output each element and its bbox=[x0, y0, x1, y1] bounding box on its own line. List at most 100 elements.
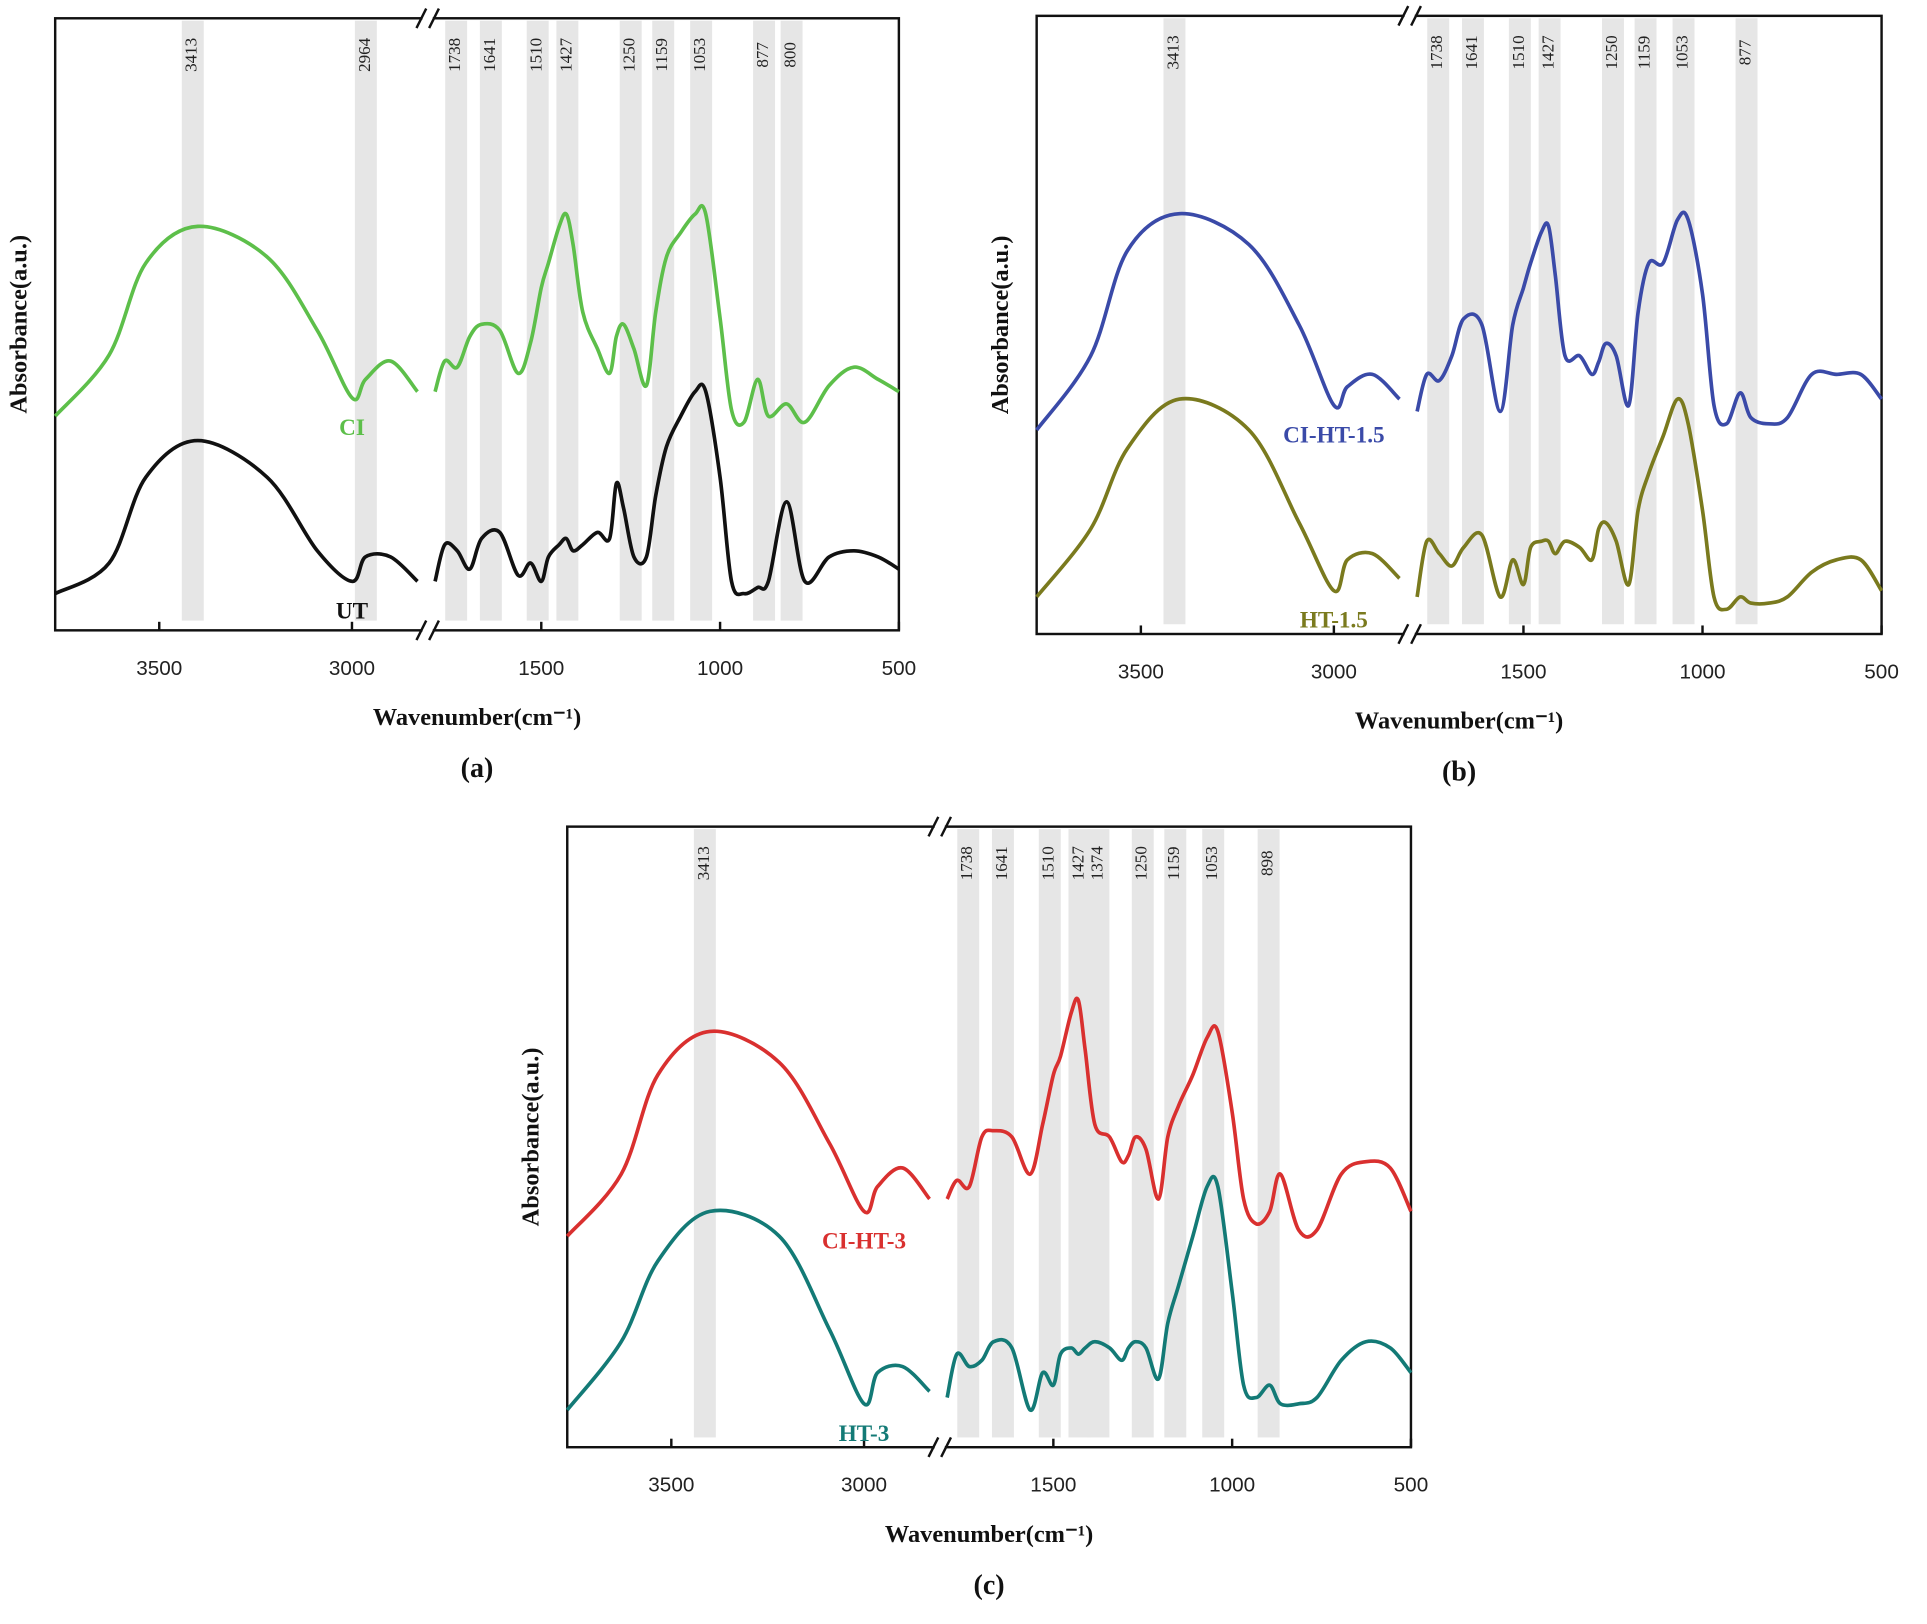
spectrum-line bbox=[54, 382, 900, 597]
spectrum-line bbox=[1035, 396, 1884, 612]
peak-band bbox=[1735, 18, 1758, 625]
axis-break-mark bbox=[927, 1436, 940, 1458]
peak-band bbox=[1131, 829, 1154, 1438]
peak-band bbox=[1164, 829, 1187, 1438]
axis-break-mark bbox=[927, 816, 940, 837]
peak-band bbox=[1202, 829, 1225, 1438]
peak-band bbox=[652, 20, 675, 621]
axis-break-mark bbox=[415, 620, 428, 641]
axis-break-mark bbox=[1397, 5, 1410, 27]
spectrum-line bbox=[565, 996, 1413, 1239]
peak-label: 1510 bbox=[527, 38, 546, 72]
peak-band bbox=[1461, 18, 1484, 625]
peak-label: 1053 bbox=[1672, 35, 1691, 69]
peak-label: 1510 bbox=[1509, 35, 1528, 69]
y-axis-title: Absorbance(a.u.) bbox=[987, 236, 1014, 415]
x-tick-label: 3000 bbox=[329, 657, 375, 680]
axis-break-gap bbox=[934, 1443, 945, 1451]
peak-band bbox=[354, 20, 377, 621]
x-tick-label: 1000 bbox=[1209, 1474, 1255, 1497]
x-tick-label: 500 bbox=[1864, 660, 1899, 683]
x-tick-label: 1500 bbox=[1030, 1474, 1076, 1497]
peak-label: 1641 bbox=[992, 846, 1011, 880]
peak-label: 1738 bbox=[957, 846, 976, 880]
peak-label: 1738 bbox=[1427, 35, 1446, 69]
peak-band bbox=[1602, 18, 1624, 625]
peak-band bbox=[556, 20, 579, 621]
axis-break-gap bbox=[422, 626, 433, 634]
x-tick-label: 3000 bbox=[1311, 660, 1357, 683]
x-tick-label: 1000 bbox=[1679, 660, 1725, 683]
peak-band bbox=[1427, 18, 1450, 625]
plot-frame bbox=[1035, 14, 1883, 636]
panel: 3413 1738 1641 1510 1427 1374 1250 1159 1053 898 3… bbox=[518, 816, 1429, 1601]
panel-label: (b) bbox=[1442, 757, 1476, 788]
y-axis-title: Absorbance(a.u.) bbox=[518, 1048, 545, 1227]
peak-band bbox=[479, 20, 502, 621]
peak-label: 1510 bbox=[1039, 846, 1058, 880]
peak-band bbox=[1538, 18, 1561, 625]
spectrum-line bbox=[53, 203, 900, 427]
peak-band bbox=[619, 20, 642, 621]
peak-label: 1738 bbox=[445, 38, 464, 72]
x-axis-title: Wavenumber(cm⁻¹) bbox=[1355, 708, 1563, 735]
x-tick-label: 3500 bbox=[136, 657, 182, 680]
plot-frame bbox=[53, 17, 901, 632]
peak-label: 1427 bbox=[556, 37, 575, 72]
peak-label: 1250 bbox=[620, 38, 639, 72]
peak-label: 3413 bbox=[1163, 35, 1182, 69]
peak-band bbox=[991, 829, 1014, 1438]
axis-break-gap bbox=[934, 822, 945, 831]
peak-label: 877 bbox=[753, 42, 772, 68]
x-tick-label: 500 bbox=[882, 657, 917, 680]
peak-band bbox=[1508, 18, 1531, 625]
axis-break-mark bbox=[428, 620, 440, 641]
x-tick-label: 1500 bbox=[1500, 660, 1546, 683]
y-axis-title: Absorbance(a.u.) bbox=[6, 235, 33, 414]
peak-label: 1427 bbox=[1068, 846, 1087, 881]
axis-break-mark bbox=[940, 1436, 953, 1458]
peak-label: 3413 bbox=[182, 38, 201, 72]
axis-break-gap bbox=[1404, 630, 1415, 638]
panel-label: (a) bbox=[461, 753, 494, 784]
x-tick-label: 3000 bbox=[841, 1474, 887, 1497]
peak-label: 1053 bbox=[690, 38, 709, 72]
peak-band bbox=[1257, 829, 1280, 1438]
peak-band bbox=[690, 20, 713, 621]
peak-band bbox=[1068, 829, 1091, 1438]
peak-label: 898 bbox=[1258, 850, 1277, 876]
peak-label: 1374 bbox=[1087, 846, 1106, 881]
axis-break-mark bbox=[1410, 5, 1422, 27]
peak-label: 1159 bbox=[652, 38, 671, 71]
peak-label: 1159 bbox=[1634, 36, 1653, 69]
series-label: CI-HT-1.5 bbox=[1283, 422, 1384, 448]
series-label: CI bbox=[339, 415, 365, 441]
peak-band bbox=[693, 829, 716, 1438]
x-tick-label: 500 bbox=[1394, 1474, 1429, 1497]
x-axis-title: Wavenumber(cm⁻¹) bbox=[373, 704, 581, 731]
peak-label: 1250 bbox=[1602, 35, 1621, 69]
x-tick-label: 3500 bbox=[1118, 660, 1164, 683]
panel: 3413 2964 1738 1641 1510 1427 1250 1159 1053 877 8… bbox=[6, 7, 917, 784]
peak-label: 1641 bbox=[480, 38, 499, 72]
peak-label: 1250 bbox=[1132, 846, 1151, 880]
peak-band bbox=[780, 20, 803, 621]
spectrum-line bbox=[565, 1174, 1413, 1412]
peak-label: 1159 bbox=[1164, 846, 1183, 879]
axis-break-gap bbox=[1404, 12, 1415, 20]
peak-band bbox=[526, 20, 549, 621]
x-tick-label: 3500 bbox=[648, 1474, 694, 1497]
axis-break-mark bbox=[428, 7, 440, 29]
axis-break-mark bbox=[940, 816, 953, 837]
x-axis-title: Wavenumber(cm⁻¹) bbox=[885, 1521, 1093, 1548]
peak-band bbox=[1163, 18, 1186, 625]
series-label: CI-HT-3 bbox=[822, 1228, 906, 1254]
peak-label: 3413 bbox=[694, 846, 713, 880]
axis-break-mark bbox=[1410, 623, 1422, 645]
axis-break-gap bbox=[422, 14, 433, 22]
peak-label: 1641 bbox=[1462, 35, 1481, 69]
plot-frame bbox=[566, 825, 1413, 1449]
peak-band bbox=[445, 20, 468, 621]
